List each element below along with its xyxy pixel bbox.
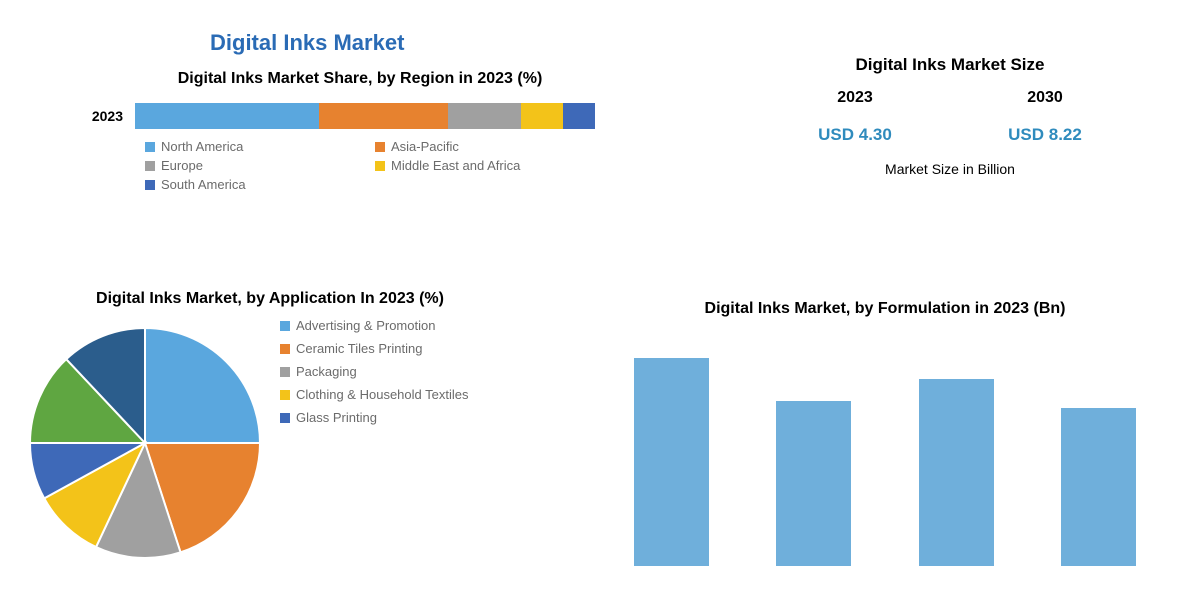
application-legend-item: Ceramic Tiles Printing bbox=[280, 341, 540, 356]
application-legend-item: Advertising & Promotion bbox=[280, 318, 540, 333]
market-size-years-row: 2023 2030 bbox=[760, 89, 1140, 107]
legend-label: Packaging bbox=[296, 364, 357, 379]
region-segment bbox=[521, 103, 562, 129]
legend-label: Glass Printing bbox=[296, 410, 377, 425]
region-legend-item: South America bbox=[145, 177, 375, 192]
formulation-bar bbox=[634, 358, 709, 566]
region-legend-item: North America bbox=[145, 139, 375, 154]
legend-swatch bbox=[280, 390, 290, 400]
market-size-year-1: 2030 bbox=[1027, 89, 1063, 107]
application-legend: Advertising & Promotion Ceramic Tiles Pri… bbox=[280, 318, 540, 568]
application-chart-body: Advertising & Promotion Ceramic Tiles Pri… bbox=[20, 318, 620, 568]
formulation-chart: Digital Inks Market, by Formulation in 2… bbox=[590, 300, 1180, 566]
market-size-note: Market Size in Billion bbox=[760, 161, 1140, 177]
market-size-panel: Digital Inks Market Size 2023 2030 USD 4… bbox=[760, 55, 1140, 177]
legend-label: Asia-Pacific bbox=[391, 139, 459, 154]
market-size-value-1: USD 8.22 bbox=[1008, 125, 1082, 145]
region-stacked-bar bbox=[135, 103, 595, 129]
region-legend-item: Asia-Pacific bbox=[375, 139, 605, 154]
region-legend-item: Europe bbox=[145, 158, 375, 173]
legend-label: Ceramic Tiles Printing bbox=[296, 341, 422, 356]
legend-swatch bbox=[280, 321, 290, 331]
legend-label: Middle East and Africa bbox=[391, 158, 520, 173]
formulation-bar bbox=[1061, 408, 1136, 566]
legend-swatch bbox=[375, 161, 385, 171]
application-legend-item: Packaging bbox=[280, 364, 540, 379]
main-title: Digital Inks Market bbox=[210, 30, 404, 56]
region-chart-title: Digital Inks Market Share, by Region in … bbox=[80, 70, 640, 88]
legend-swatch bbox=[375, 142, 385, 152]
legend-label: Advertising & Promotion bbox=[296, 318, 435, 333]
legend-swatch bbox=[145, 161, 155, 171]
market-size-values-row: USD 4.30 USD 8.22 bbox=[760, 125, 1140, 145]
region-legend-item: Middle East and Africa bbox=[375, 158, 605, 173]
formulation-chart-title: Digital Inks Market, by Formulation in 2… bbox=[590, 300, 1180, 318]
legend-label: Clothing & Household Textiles bbox=[296, 387, 468, 402]
legend-swatch bbox=[145, 142, 155, 152]
formulation-bar bbox=[776, 401, 851, 566]
application-legend-item: Clothing & Household Textiles bbox=[280, 387, 540, 402]
market-size-title: Digital Inks Market Size bbox=[760, 55, 1140, 75]
application-pie bbox=[20, 318, 270, 568]
application-chart-title: Digital Inks Market, by Application In 2… bbox=[20, 290, 520, 308]
market-size-year-0: 2023 bbox=[837, 89, 873, 107]
legend-swatch bbox=[280, 344, 290, 354]
region-segment bbox=[448, 103, 522, 129]
legend-label: North America bbox=[161, 139, 243, 154]
region-segment bbox=[319, 103, 448, 129]
legend-label: South America bbox=[161, 177, 246, 192]
region-share-chart: Digital Inks Market Share, by Region in … bbox=[80, 70, 640, 196]
legend-swatch bbox=[145, 180, 155, 190]
region-legend: North America Asia-Pacific Europe Middle Ea… bbox=[145, 139, 625, 196]
application-legend-item: Glass Printing bbox=[280, 410, 540, 425]
formulation-bar-area bbox=[590, 336, 1180, 566]
legend-label: Europe bbox=[161, 158, 203, 173]
pie-slice bbox=[145, 328, 260, 443]
region-bar-row: 2023 bbox=[80, 103, 640, 129]
market-size-value-0: USD 4.30 bbox=[818, 125, 892, 145]
formulation-bar bbox=[919, 379, 994, 566]
region-segment bbox=[135, 103, 319, 129]
legend-swatch bbox=[280, 413, 290, 423]
application-chart: Digital Inks Market, by Application In 2… bbox=[20, 290, 620, 568]
region-segment bbox=[563, 103, 595, 129]
legend-swatch bbox=[280, 367, 290, 377]
region-year-label: 2023 bbox=[80, 108, 135, 124]
